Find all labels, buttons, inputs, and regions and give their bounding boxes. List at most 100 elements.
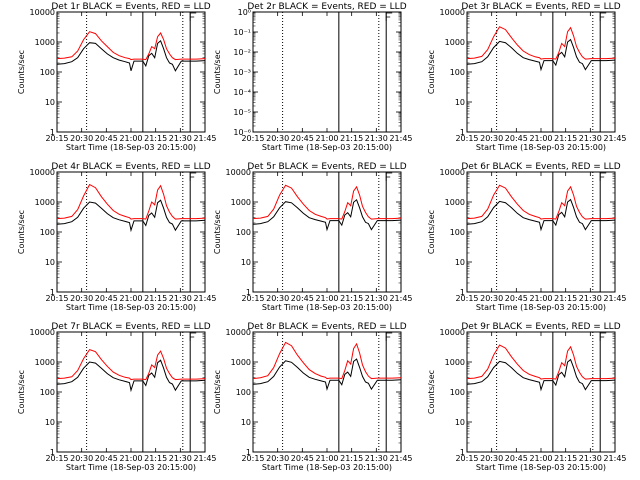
events-series-line [252,198,402,232]
panel-title: Det 8r BLACK = Events, RED = LLD [247,322,406,332]
y-axis-label: Counts/sec [213,370,222,414]
y-tick-label: 1 [246,288,251,297]
x-tick-label: 20:30 [480,134,503,143]
bracket-marker [189,172,197,181]
bracket-marker [385,332,393,341]
x-tick-label: 21:00 [529,134,552,143]
panel-title: Det 1r BLACK = Events, RED = LLD [51,2,210,12]
x-tick-label: 21:00 [119,294,142,303]
events-series-line [466,358,616,392]
x-tick-label: 21:15 [340,454,363,463]
bracket-marker [599,12,607,21]
y-axis-label: Counts/sec [427,370,436,414]
y-tick-label: 10000 [226,328,251,337]
y-tick-label: 1000 [35,198,55,207]
x-tick-label: 20:30 [480,294,503,303]
x-tick-label: 20:15 [45,134,68,143]
y-tick-label: 10000 [30,8,55,17]
y-tick-label: 10⁻⁵ [233,108,251,117]
x-tick-label: 21:00 [529,454,552,463]
x-tick-label: 20:45 [291,134,314,143]
x-tick-label: 20:15 [455,454,478,463]
y-tick-label: 10⁻¹ [233,28,251,37]
x-tick-label: 21:30 [579,294,602,303]
events-series-line [56,39,206,72]
y-tick-label: 1000 [35,358,55,367]
y-tick-label: 100 [40,388,55,397]
panel-title: Det 9r BLACK = Events, RED = LLD [461,322,620,332]
panel-title: Det 7r BLACK = Events, RED = LLD [51,322,210,332]
lld-series-line [56,31,206,61]
y-tick-label: 10000 [226,168,251,177]
lld-series-line [56,183,206,220]
panel-1: Det 1r BLACK = Events, RED = LLD 1 10 100 10… [17,2,217,152]
x-tick-label: 20:30 [70,134,93,143]
x-tick-label: 21:00 [315,454,338,463]
y-tick-label: 10000 [30,168,55,177]
x-tick-label: 21:15 [554,294,577,303]
y-tick-label: 100 [450,68,465,77]
y-tick-label: 10⁻³ [233,68,251,77]
y-tick-label: 10⁻⁴ [233,88,251,97]
x-tick-label: 20:30 [70,454,93,463]
x-tick-label: 20:15 [45,454,68,463]
bracket-marker [189,332,197,341]
x-tick-label: 20:15 [45,294,68,303]
x-tick-label: 21:15 [554,454,577,463]
y-tick-label: 1000 [35,38,55,47]
bracket-marker [599,332,607,341]
x-axis-label: Start Time (18-Sep-03 20:15:00) [66,303,196,312]
y-tick-label: 1000 [445,358,465,367]
x-tick-label: 21:30 [579,134,602,143]
y-tick-label: 10 [45,418,55,427]
y-axis-label: Counts/sec [17,210,26,254]
y-tick-label: 10 [455,418,465,427]
y-tick-label: 10 [45,98,55,107]
x-tick-label: 20:30 [480,454,503,463]
x-tick-label: 21:00 [315,294,338,303]
y-tick-label: 10 [241,258,251,267]
panel-5: Det 5r BLACK = Events, RED = LLD 1 10 100 10… [213,162,413,312]
x-tick-label: 20:45 [291,294,314,303]
panel-9: Det 9r BLACK = Events, RED = LLD 1 10 100 10… [427,322,627,472]
panel-8: Det 8r BLACK = Events, RED = LLD 1 10 100 10… [213,322,413,472]
y-tick-label: 10000 [440,168,465,177]
panel-title: Det 3r BLACK = Events, RED = LLD [461,2,620,12]
bracket-marker [385,12,393,21]
x-tick-label: 21:15 [340,294,363,303]
x-tick-label: 21:45 [389,134,412,143]
x-tick-label: 21:30 [365,294,388,303]
x-tick-label: 21:15 [554,134,577,143]
x-tick-label: 20:45 [505,454,528,463]
lld-series-line [56,348,206,381]
x-tick-label: 21:30 [365,134,388,143]
y-tick-label: 10000 [440,328,465,337]
x-axis-label: Start Time (18-Sep-03 20:15:00) [476,463,606,472]
x-axis-label: Start Time (18-Sep-03 20:15:00) [476,143,606,152]
y-tick-label: 1 [460,288,465,297]
y-axis-label: Counts/sec [17,50,26,94]
y-tick-label: 1000 [445,38,465,47]
y-tick-label: 10000 [30,328,55,337]
panel-title: Det 5r BLACK = Events, RED = LLD [247,162,406,172]
panel-4: Det 4r BLACK = Events, RED = LLD 1 10 100 10… [17,162,217,312]
events-series-line [252,358,402,391]
x-tick-label: 21:30 [169,134,192,143]
y-axis-label: Counts/sec [213,50,222,94]
x-tick-label: 20:15 [455,294,478,303]
x-tick-label: 20:15 [241,294,264,303]
x-tick-label: 21:45 [193,134,216,143]
lld-series-line [466,184,616,220]
x-tick-label: 21:15 [144,134,167,143]
y-tick-label: 100 [236,228,251,237]
bracket-marker [385,172,393,181]
x-tick-label: 21:45 [603,454,626,463]
x-tick-label: 20:15 [241,454,264,463]
y-tick-label: 100 [236,388,251,397]
y-tick-label: 10⁻⁶ [233,128,251,137]
y-tick-label: 100 [40,228,55,237]
x-axis-label: Start Time (18-Sep-03 20:15:00) [476,303,606,312]
x-axis-label: Start Time (18-Sep-03 20:15:00) [262,143,392,152]
x-tick-label: 21:00 [119,454,142,463]
